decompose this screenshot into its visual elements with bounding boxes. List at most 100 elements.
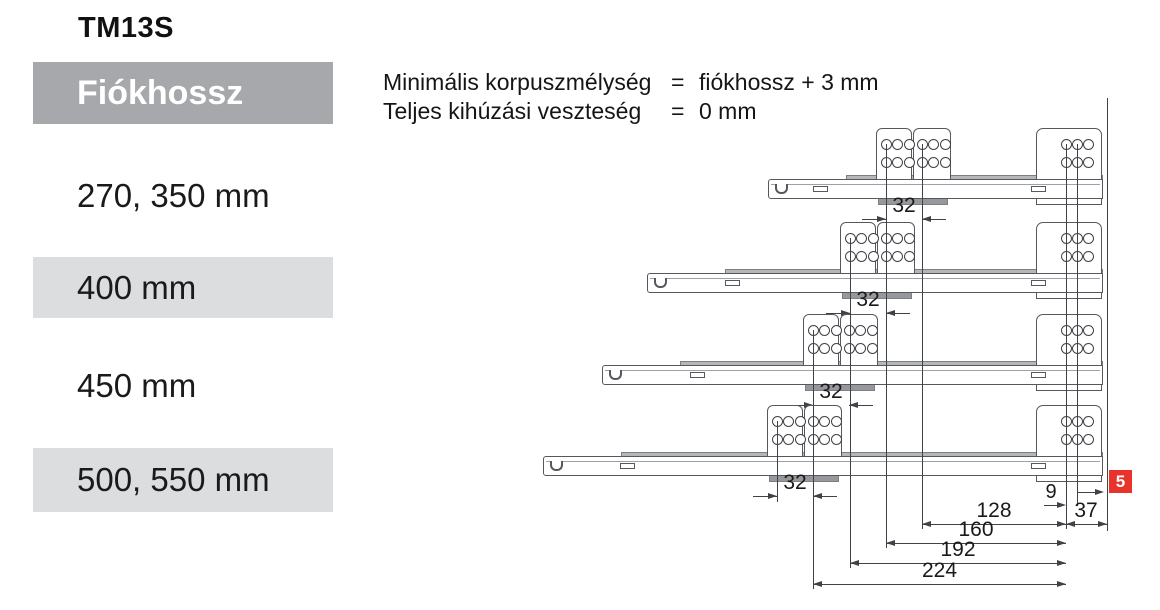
dimension-arrow-left-icon: [849, 401, 858, 408]
hole-pitch-dimension-label: 32: [856, 288, 880, 311]
screw-hole: [783, 415, 794, 427]
rail-inner-line: [650, 278, 1100, 279]
dimension-arrow-right-icon: [1098, 520, 1107, 527]
dimension-extension-line: [886, 144, 887, 548]
dim-line: [753, 496, 777, 497]
rail-slot: [1031, 186, 1046, 192]
screw-hole: [867, 232, 879, 244]
screw-hole: [903, 232, 915, 244]
dimension-extension-line: [1077, 144, 1078, 506]
screw-hole: [1082, 324, 1094, 336]
spec-block: Minimális korpuszmélység = fiókhossz + 3 m…: [383, 68, 879, 126]
screw-hole: [855, 342, 866, 354]
rail-slot: [1031, 372, 1046, 378]
screw-hole: [892, 232, 903, 244]
front-mounting-bracket-right: [840, 314, 878, 366]
spec-equals: =: [671, 98, 685, 124]
screw-hole: [856, 232, 867, 244]
front-mounting-bracket-right: [804, 405, 842, 457]
screw-hole: [794, 433, 806, 445]
spec-row-travel-loss: Teljes kihúzási veszteség = 0 mm: [383, 97, 879, 126]
hole-pitch-dimension-label: 32: [892, 194, 916, 217]
rail-hook: [550, 461, 563, 471]
rail-inner-line: [546, 461, 1100, 462]
length-row-270-350: 270, 350 mm: [77, 177, 270, 214]
rear-bracket-stub: [1036, 476, 1102, 482]
screw-hole: [1082, 138, 1094, 150]
rail-hook: [609, 370, 622, 380]
dim-line: [826, 313, 850, 314]
rail-slot: [813, 186, 828, 192]
dimension-extension-line: [813, 330, 814, 589]
screw-hole: [866, 324, 878, 336]
rail-hook: [654, 278, 667, 288]
rail-inner-line: [771, 184, 1100, 185]
rear-bracket-stub: [1036, 293, 1102, 299]
spec-row-min-depth: Minimális korpuszmélység = fiókhossz + 3 m…: [383, 68, 879, 97]
dimension-extension-line: [922, 144, 923, 529]
depth-dimension-line: [922, 524, 1066, 525]
cabinet-front-line: [1107, 98, 1108, 531]
screw-hole: [892, 250, 903, 262]
front-mounting-bracket-left: [803, 314, 839, 366]
screw-hole: [903, 250, 915, 262]
dimension-arrow-left-icon: [886, 539, 895, 546]
screw-hole: [830, 324, 842, 336]
rail-slot: [1031, 280, 1046, 286]
rear-bracket-stub: [1036, 199, 1102, 205]
dimension-arrow-right-icon: [1095, 488, 1104, 495]
screw-hole: [1082, 232, 1094, 244]
screw-hole: [855, 324, 866, 336]
dimension-arrow-right-icon: [841, 309, 850, 316]
front-offset-dimension-label: 9: [1045, 481, 1057, 503]
front-mounting-bracket-right: [913, 128, 951, 180]
screw-hole: [903, 138, 915, 150]
dimension-arrow-left-icon: [1066, 520, 1075, 527]
rail-inner-line: [605, 370, 1100, 371]
screw-hole: [928, 156, 939, 168]
dim-line: [922, 219, 946, 220]
dimension-extension-line: [777, 421, 778, 502]
dim-line: [862, 219, 886, 220]
rail-slot: [690, 372, 705, 378]
spec-value: fiókhossz + 3 mm: [699, 69, 879, 95]
length-row-400: 400 mm: [33, 257, 333, 318]
dimension-arrow-left-icon: [850, 559, 859, 566]
rail-slot: [725, 280, 740, 286]
depth-dimension-label: 160: [958, 518, 994, 541]
depth-dimension-label: 192: [940, 538, 976, 561]
screw-hole: [1082, 250, 1094, 262]
screw-hole: [819, 342, 830, 354]
screw-hole: [819, 324, 830, 336]
screw-hole: [1082, 342, 1094, 354]
hole-pitch-dimension-label: 32: [783, 471, 807, 494]
depth-dimension-line: [886, 543, 1066, 544]
dimension-arrow-left-icon: [813, 492, 822, 499]
screw-hole: [843, 324, 855, 336]
table-header-fiokhossz: Fiókhossz: [33, 62, 333, 124]
rail-hook: [775, 184, 788, 194]
screw-hole: [830, 415, 842, 427]
dimension-arrow-right-icon: [1057, 580, 1066, 587]
dimension-arrow-right-icon: [1057, 520, 1066, 527]
front-mounting-bracket-left: [767, 405, 803, 457]
front-mounting-bracket-right: [877, 222, 915, 274]
screw-hole: [903, 156, 915, 168]
dim-line: [886, 313, 910, 314]
screw-hole: [830, 433, 842, 445]
front-mounting-bracket-left: [840, 222, 876, 274]
screw-hole: [892, 138, 903, 150]
screw-hole: [856, 250, 867, 262]
rail-slot: [620, 463, 635, 469]
screw-hole: [892, 156, 903, 168]
depth-dimension-line: [850, 563, 1066, 564]
screw-hole: [928, 138, 939, 150]
dimension-arrow-right-icon: [804, 401, 813, 408]
dimension-arrow-right-icon: [1057, 559, 1066, 566]
dim-line: [849, 405, 873, 406]
dimension-arrow-right-icon: [1057, 501, 1066, 508]
screw-hole: [1082, 433, 1094, 445]
screw-hole: [866, 342, 878, 354]
spec-label: Minimális korpuszmélység: [383, 69, 652, 95]
